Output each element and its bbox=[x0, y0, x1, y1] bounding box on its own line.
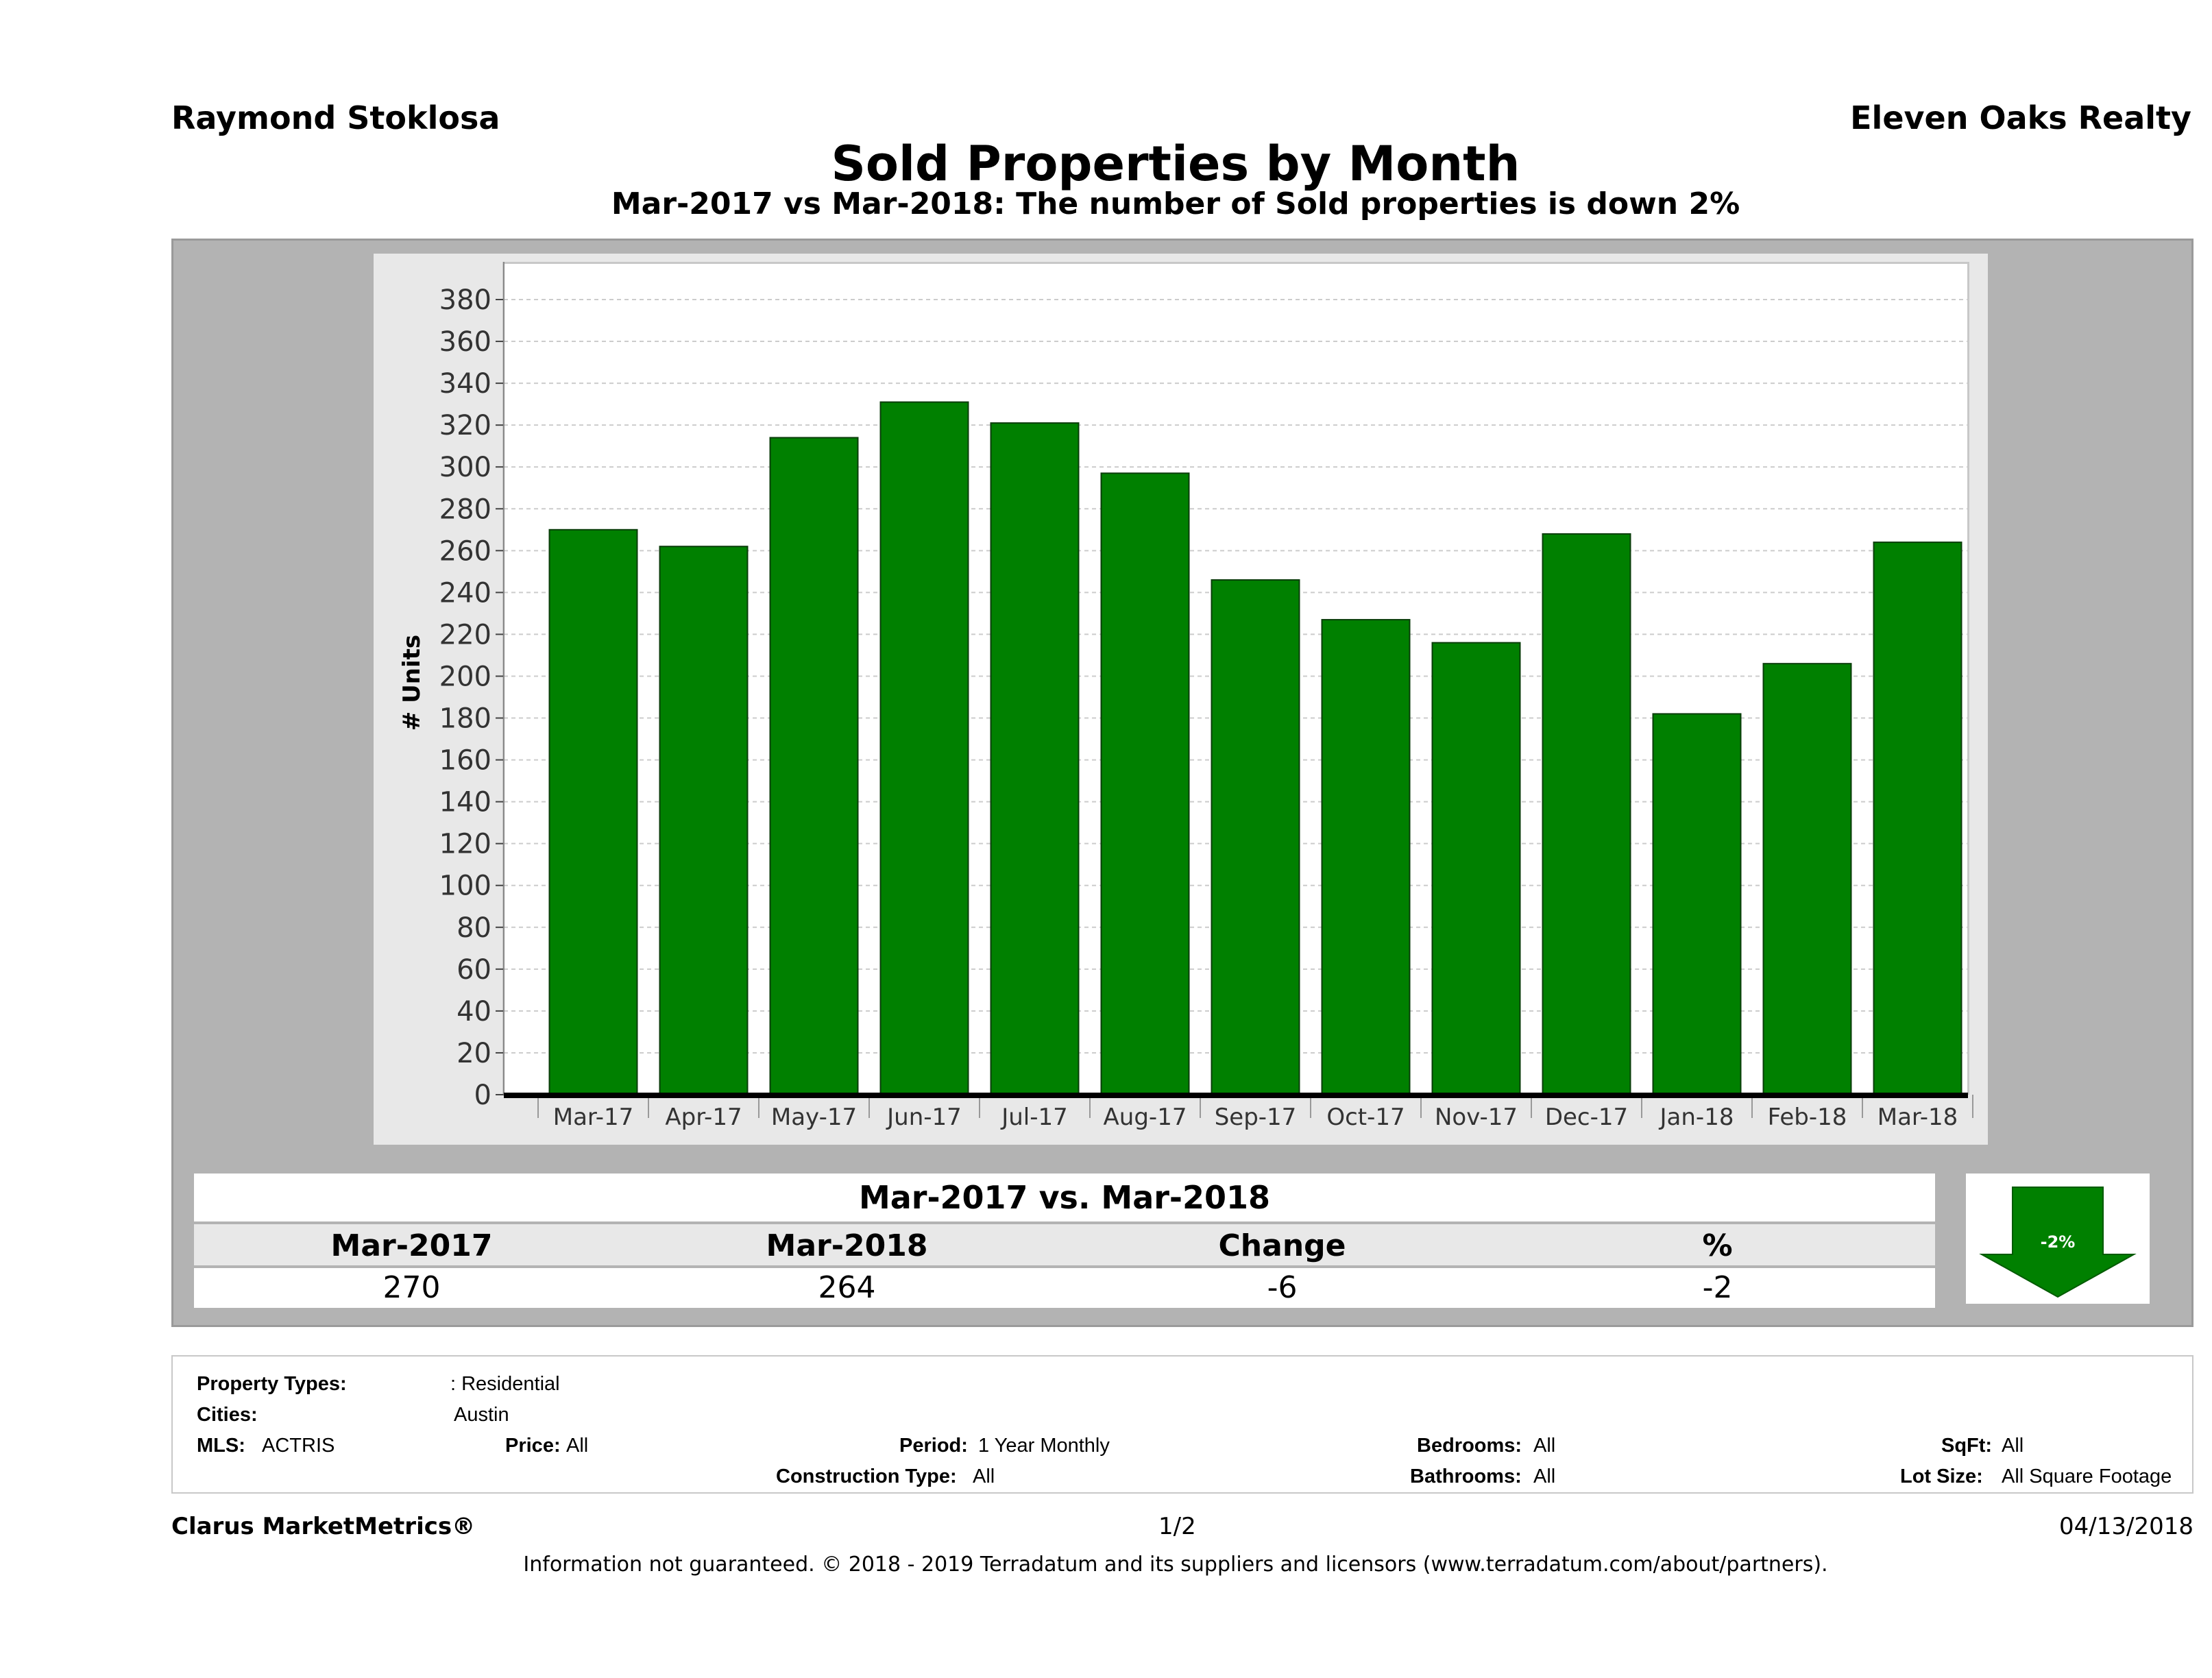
footer-brand: Clarus MarketMetrics® bbox=[171, 1513, 476, 1540]
value-percent: -2 bbox=[1702, 1270, 1733, 1305]
x-tick-label: Jan-18 bbox=[1659, 1104, 1734, 1131]
trend-indicator: -2% bbox=[1966, 1174, 2150, 1304]
comparison-header-row: Mar-2017 Mar-2018 Change % bbox=[194, 1224, 1935, 1265]
y-tick-label: 20 bbox=[457, 1038, 491, 1069]
comparison-values-row: 270 264 -6 -2 bbox=[194, 1268, 1935, 1308]
bar-feb-18 bbox=[1762, 663, 1852, 1095]
x-tick-label: Jul-17 bbox=[1000, 1104, 1068, 1131]
bar-jan-18 bbox=[1652, 713, 1742, 1095]
lot-size-value: All Square Footage bbox=[2002, 1466, 2172, 1487]
y-tick-label: 320 bbox=[439, 410, 491, 441]
down-arrow-icon bbox=[1979, 1187, 2137, 1298]
header-change: Change bbox=[1218, 1228, 1346, 1263]
header-mar-2018: Mar-2018 bbox=[766, 1228, 928, 1263]
y-tick-label: 380 bbox=[439, 284, 491, 316]
report-title: Sold Properties by Month bbox=[831, 136, 1520, 192]
x-tick-label: Mar-18 bbox=[1877, 1104, 1958, 1131]
y-tick-label: 300 bbox=[439, 452, 491, 483]
footer-disclaimer: Information not guaranteed. © 2018 - 201… bbox=[523, 1553, 1828, 1577]
y-tick-label: 60 bbox=[457, 954, 491, 986]
value-mar-2017: 270 bbox=[382, 1270, 441, 1305]
cities-label: Cities: bbox=[197, 1404, 258, 1426]
mls-value: ACTRIS bbox=[262, 1435, 335, 1457]
y-tick-label: 160 bbox=[439, 745, 491, 777]
y-tick-label: 100 bbox=[439, 871, 491, 902]
bar-mar-18 bbox=[1873, 542, 1962, 1095]
bar-may-17 bbox=[769, 437, 859, 1095]
footer-date: 04/13/2018 bbox=[2059, 1513, 2193, 1540]
property-types-value: : Residential bbox=[450, 1373, 560, 1395]
y-tick-label: 240 bbox=[439, 577, 491, 609]
mls-label: MLS: bbox=[197, 1435, 245, 1457]
bar-nov-17 bbox=[1431, 642, 1521, 1095]
y-tick-label: 220 bbox=[439, 619, 491, 650]
cities-value: Austin bbox=[454, 1404, 509, 1426]
x-tick-label: Jun-17 bbox=[886, 1104, 962, 1131]
value-mar-2018: 264 bbox=[818, 1270, 876, 1305]
lot-size-label: Lot Size: bbox=[1900, 1466, 1983, 1487]
bedrooms-label: Bedrooms: bbox=[1417, 1435, 1522, 1457]
bathrooms-label: Bathrooms: bbox=[1410, 1466, 1522, 1487]
price-value: All bbox=[566, 1435, 589, 1457]
y-tick-label: 80 bbox=[457, 912, 491, 944]
header-mar-2017: Mar-2017 bbox=[330, 1228, 493, 1263]
y-tick-label: 260 bbox=[439, 535, 491, 567]
x-tick-label: Oct-17 bbox=[1326, 1104, 1405, 1131]
period-label: Period: bbox=[899, 1435, 968, 1457]
header-percent: % bbox=[1702, 1228, 1733, 1263]
y-axis-label: # Units bbox=[398, 635, 426, 731]
x-tick-label: Nov-17 bbox=[1435, 1104, 1518, 1131]
sqft-label: SqFt: bbox=[1941, 1435, 1993, 1457]
y-tick-label: 200 bbox=[439, 661, 491, 692]
comparison-title: Mar-2017 vs. Mar-2018 bbox=[194, 1174, 1935, 1221]
sqft-value: All bbox=[2002, 1435, 2024, 1457]
x-axis-line bbox=[504, 1093, 1968, 1098]
x-tick-label: Dec-17 bbox=[1545, 1104, 1628, 1131]
bar-jun-17 bbox=[879, 401, 969, 1095]
bedrooms-value: All bbox=[1533, 1435, 1556, 1457]
bar-oct-17 bbox=[1321, 619, 1411, 1095]
bathrooms-value: All bbox=[1533, 1466, 1556, 1487]
report-subtitle: Mar-2017 vs Mar-2018: The number of Sold… bbox=[611, 186, 1740, 221]
search-criteria: Property Types: : Residential Cities: Au… bbox=[171, 1355, 2193, 1494]
y-tick-label: 120 bbox=[439, 829, 491, 860]
price-label: Price: bbox=[505, 1435, 561, 1457]
x-tick-label: Sep-17 bbox=[1215, 1104, 1297, 1131]
y-tick-label: 140 bbox=[439, 787, 491, 818]
brokerage-name: Eleven Oaks Realty bbox=[1850, 99, 2191, 136]
y-tick-label: 40 bbox=[457, 996, 491, 1028]
y-tick-label: 360 bbox=[439, 326, 491, 358]
value-change: -6 bbox=[1267, 1270, 1298, 1305]
x-tick-label: Aug-17 bbox=[1104, 1104, 1187, 1131]
bar-apr-17 bbox=[659, 546, 749, 1095]
bar-mar-17 bbox=[548, 528, 638, 1095]
y-tick-label: 340 bbox=[439, 368, 491, 400]
construction-type-value: All bbox=[973, 1466, 995, 1487]
x-tick-label: Apr-17 bbox=[665, 1104, 742, 1131]
footer-page-number: 1/2 bbox=[1158, 1513, 1196, 1540]
y-tick-label: 280 bbox=[439, 494, 491, 525]
period-value: 1 Year Monthly bbox=[978, 1435, 1110, 1457]
x-tick-label: Mar-17 bbox=[553, 1104, 634, 1131]
x-tick-label: May-17 bbox=[771, 1104, 857, 1131]
x-tick-label: Feb-18 bbox=[1768, 1104, 1847, 1131]
y-tick-label: 180 bbox=[439, 703, 491, 735]
agent-name: Raymond Stoklosa bbox=[171, 99, 500, 136]
bar-jul-17 bbox=[990, 422, 1080, 1095]
trend-percent-label: -2% bbox=[2040, 1232, 2076, 1252]
bar-aug-17 bbox=[1100, 472, 1190, 1095]
y-tick-label: 0 bbox=[474, 1080, 491, 1111]
property-types-label: Property Types: bbox=[197, 1373, 347, 1395]
bar-dec-17 bbox=[1542, 533, 1631, 1095]
construction-type-label: Construction Type: bbox=[776, 1466, 957, 1487]
bar-sep-17 bbox=[1211, 579, 1300, 1095]
